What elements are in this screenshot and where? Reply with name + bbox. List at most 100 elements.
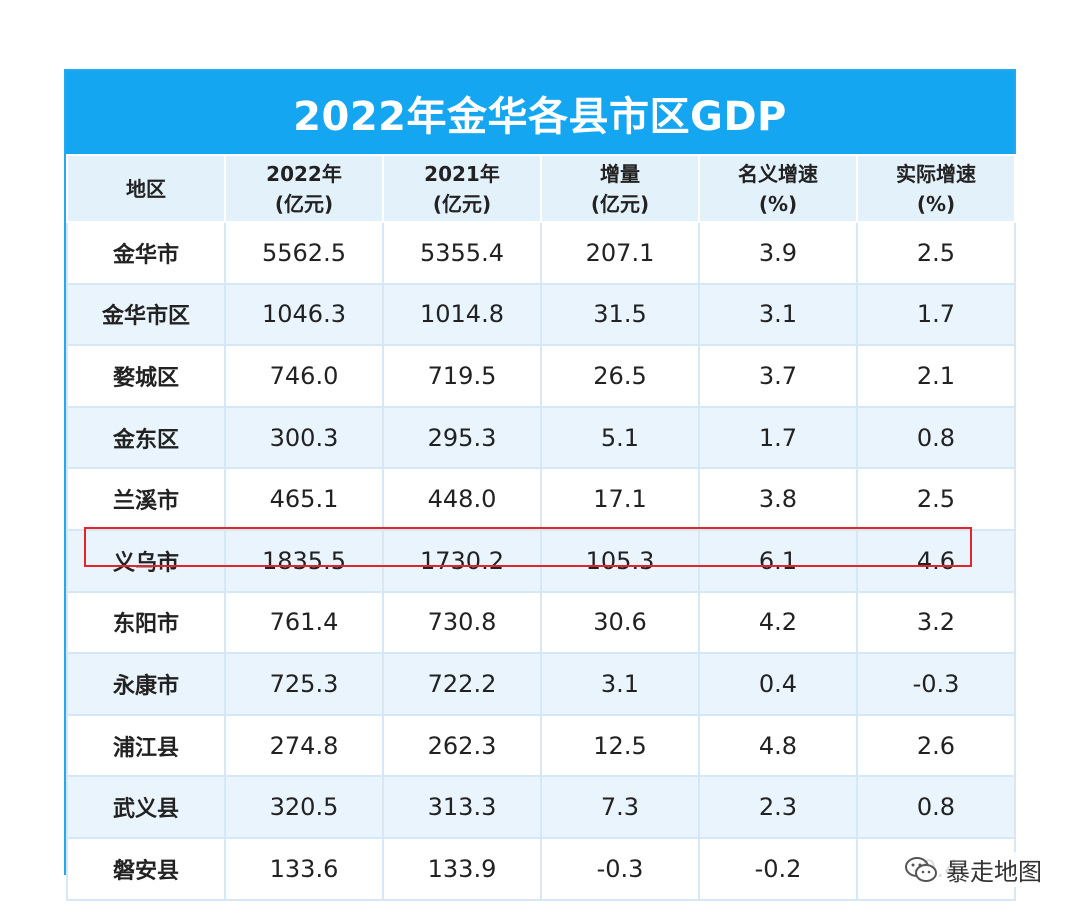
cell-gdp2022: 746.0 [224,344,384,408]
cell-gdp2022: 300.3 [224,405,384,470]
watermark-text: 暴走地图 [946,858,1042,886]
column-header-increase: 增量 (亿元) [540,154,700,223]
column-header-line: 增量 [600,161,640,186]
cell-increase: 17.1 [540,467,700,531]
column-header-line: 2021年 [424,161,500,186]
table-title: 2022年金华各县市区GDP [66,71,1014,154]
cell-gdp2021: 448.0 [382,467,542,531]
column-header-unit: (亿元) [590,191,650,216]
cell-increase: 30.6 [540,590,700,655]
cell-gdp2021: 133.9 [382,836,542,901]
column-header-region: 地区 [66,154,226,223]
cell-nominal-growth: 2.3 [698,775,858,839]
cell-nominal-growth: 3.9 [698,221,858,285]
table-row: 金华市区 1046.3 1014.8 31.5 3.1 1.7 [66,282,1016,347]
column-header-unit: (%) [758,191,798,216]
column-header-unit: (%) [916,191,956,216]
cell-region: 金东区 [66,405,226,470]
cell-increase: 7.3 [540,775,700,839]
cell-nominal-growth: -0.2 [698,836,858,901]
cell-gdp2021: 262.3 [382,713,542,778]
cell-region: 东阳市 [66,590,226,655]
column-header-gdp2021: 2021年 (亿元) [382,154,542,223]
cell-gdp2022: 725.3 [224,652,384,716]
gdp-table: 地区 2022年 (亿元) 2021年 (亿元) 增量 (亿元) 名义增速 (%… [66,154,1016,901]
table-header-row: 地区 2022年 (亿元) 2021年 (亿元) 增量 (亿元) 名义增速 (%… [66,154,1016,223]
cell-nominal-growth: 0.4 [698,652,858,716]
cell-gdp2022: 133.6 [224,836,384,901]
cell-real-growth: 3.2 [856,590,1016,655]
cell-region: 金华市 [66,221,226,285]
cell-region: 永康市 [66,652,226,716]
table-row: 武义县 320.5 313.3 7.3 2.3 0.8 [66,775,1016,839]
cell-nominal-growth: 4.8 [698,713,858,778]
cell-gdp2022: 274.8 [224,713,384,778]
cell-real-growth: 1.7 [856,282,1016,347]
cell-gdp2021: 1014.8 [382,282,542,347]
cell-nominal-growth: 6.1 [698,528,858,593]
table-row: 浦江县 274.8 262.3 12.5 4.8 2.6 [66,713,1016,778]
cell-gdp2021: 5355.4 [382,221,542,285]
table-row: 义乌市 1835.5 1730.2 105.3 6.1 4.6 [66,528,1016,593]
cell-region: 武义县 [66,775,226,839]
table-row: 婺城区 746.0 719.5 26.5 3.7 2.1 [66,344,1016,408]
cell-region: 磐安县 [66,836,226,901]
cell-increase: 12.5 [540,713,700,778]
table-row: 东阳市 761.4 730.8 30.6 4.2 3.2 [66,590,1016,655]
cell-region: 金华市区 [66,282,226,347]
table-row: 金东区 300.3 295.3 5.1 1.7 0.8 [66,405,1016,470]
cell-real-growth: 2.6 [856,713,1016,778]
cell-gdp2022: 1835.5 [224,528,384,593]
cell-gdp2022: 1046.3 [224,282,384,347]
wechat-icon [904,855,938,885]
cell-gdp2021: 295.3 [382,405,542,470]
cell-increase: 26.5 [540,344,700,408]
table-row: 兰溪市 465.1 448.0 17.1 3.8 2.5 [66,467,1016,531]
table-row: 金华市 5562.5 5355.4 207.1 3.9 2.5 [66,221,1016,285]
cell-increase: 207.1 [540,221,700,285]
column-header-unit: (亿元) [432,191,492,216]
cell-gdp2021: 1730.2 [382,528,542,593]
cell-increase: 3.1 [540,652,700,716]
watermark: 暴走地图 [904,852,1042,887]
column-header-unit: (亿元) [274,191,334,216]
column-header-line: 地区 [126,176,166,201]
cell-gdp2022: 5562.5 [224,221,384,285]
column-header-line: 2022年 [266,161,342,186]
column-header-real-growth: 实际增速 (%) [856,154,1016,223]
cell-gdp2022: 465.1 [224,467,384,531]
cell-gdp2022: 761.4 [224,590,384,655]
cell-real-growth: 2.5 [856,467,1016,531]
cell-nominal-growth: 3.7 [698,344,858,408]
cell-real-growth: -0.3 [856,652,1016,716]
column-header-nominal-growth: 名义增速 (%) [698,154,858,223]
column-header-gdp2022: 2022年 (亿元) [224,154,384,223]
cell-gdp2021: 719.5 [382,344,542,408]
cell-gdp2021: 730.8 [382,590,542,655]
column-header-line: 名义增速 [738,161,818,186]
cell-gdp2021: 313.3 [382,775,542,839]
cell-increase: 31.5 [540,282,700,347]
cell-region: 婺城区 [66,344,226,408]
gdp-table-card: 2022年金华各县市区GDP 地区 2022年 (亿元) 2021年 (亿 [64,69,1016,901]
cell-nominal-growth: 1.7 [698,405,858,470]
cell-increase: -0.3 [540,836,700,901]
column-header-line: 实际增速 [896,161,976,186]
cell-gdp2022: 320.5 [224,775,384,839]
table-row: 永康市 725.3 722.2 3.1 0.4 -0.3 [66,652,1016,716]
cell-real-growth: 0.8 [856,775,1016,839]
cell-region: 兰溪市 [66,467,226,531]
cell-real-growth: 0.8 [856,405,1016,470]
cell-region: 浦江县 [66,713,226,778]
cell-real-growth: 2.1 [856,344,1016,408]
cell-nominal-growth: 3.1 [698,282,858,347]
cell-real-growth: 4.6 [856,528,1016,593]
cell-increase: 105.3 [540,528,700,593]
cell-nominal-growth: 4.2 [698,590,858,655]
cell-increase: 5.1 [540,405,700,470]
cell-nominal-growth: 3.8 [698,467,858,531]
cell-gdp2021: 722.2 [382,652,542,716]
cell-region: 义乌市 [66,528,226,593]
cell-real-growth: 2.5 [856,221,1016,285]
